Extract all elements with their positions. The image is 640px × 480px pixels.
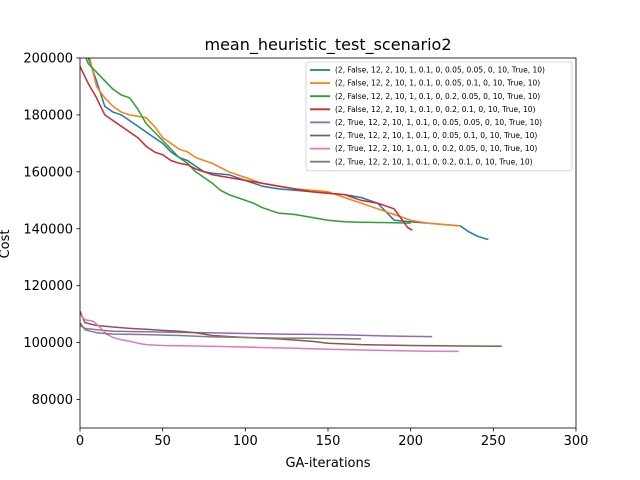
series-lines: [80, 58, 502, 353]
legend-entry: (2, True, 12, 2, 10, 1, 0.1, 0, 0.2, 0.0…: [335, 144, 537, 153]
x-tick-label: 200: [398, 434, 423, 449]
y-axis: 80000 100000 120000 140000 160000 180000 20000…: [23, 52, 80, 408]
legend: (2, False, 12, 2, 10, 1, 0.1, 0, 0.05, 0…: [305, 61, 573, 172]
series-line-2: [88, 58, 461, 227]
legend-entry: (2, True, 12, 2, 10, 1, 0.1, 0, 0.05, 0.…: [335, 131, 537, 140]
legend-box: [305, 61, 573, 172]
plot-area: [79, 57, 577, 429]
legend-entry: (2, True, 12, 2, 10, 1, 0.1, 0, 0.2, 0.1…: [335, 157, 533, 166]
y-tick-label: 200000: [23, 52, 73, 67]
y-tick-label: 160000: [23, 165, 73, 180]
y-tick-label: 180000: [23, 108, 73, 123]
x-tick-label: 50: [154, 434, 171, 449]
x-axis-label: GA-iterations: [285, 456, 370, 471]
x-tick-label: 0: [76, 434, 84, 449]
x-tick-label: 100: [233, 434, 258, 449]
x-axis: 0 50 100 150 200 250 300: [76, 428, 589, 449]
series-line-6: [80, 310, 502, 348]
legend-entry: (2, False, 12, 2, 10, 1, 0.1, 0, 0.05, 0…: [335, 79, 540, 88]
series-line-5: [80, 324, 433, 338]
series-line-3: [85, 58, 411, 224]
series-line-8: [80, 322, 362, 340]
chart-title: mean_heuristic_test_scenario2: [204, 35, 451, 55]
y-tick-label: 140000: [23, 222, 73, 237]
x-tick-label: 250: [481, 434, 506, 449]
legend-entry: (2, False, 12, 2, 10, 1, 0.1, 0, 0.2, 0.…: [335, 105, 535, 114]
legend-entry: (2, True, 12, 2, 10, 1, 0.1, 0, 0.05, 0.…: [335, 118, 542, 127]
y-axis-label: Cost: [0, 230, 13, 259]
y-tick-label: 80000: [32, 393, 73, 408]
series-line-4: [80, 66, 413, 231]
legend-entry: (2, False, 12, 2, 10, 1, 0.1, 0, 0.2, 0.…: [335, 92, 540, 101]
x-tick-label: 300: [564, 434, 589, 449]
legend-entry: (2, False, 12, 2, 10, 1, 0.1, 0, 0.05, 0…: [335, 66, 545, 75]
x-tick-label: 150: [316, 434, 341, 449]
y-tick-label: 100000: [23, 336, 73, 351]
y-tick-label: 120000: [23, 279, 73, 294]
series-line-7: [80, 313, 459, 353]
